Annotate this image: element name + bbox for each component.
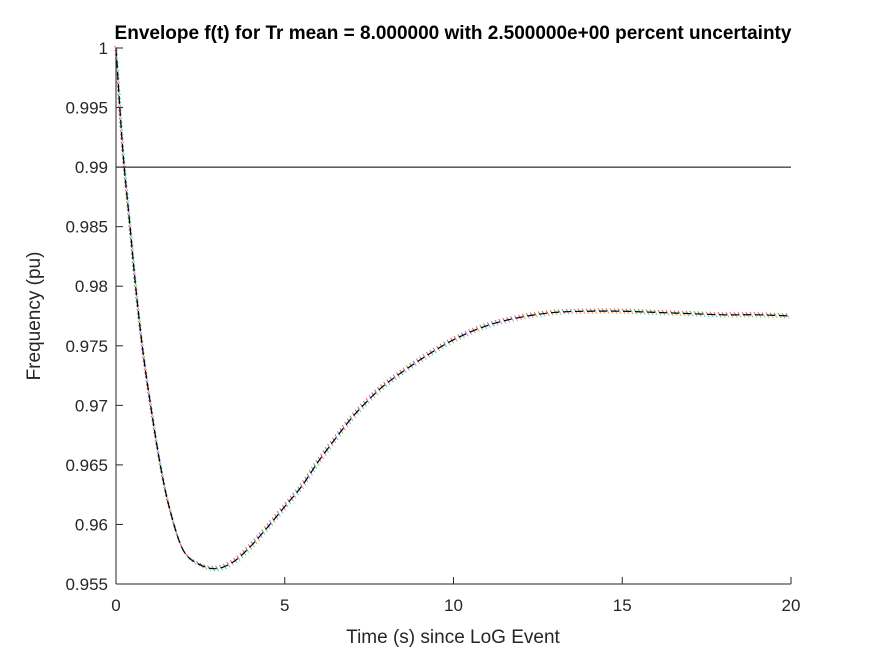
series-layer	[115, 47, 792, 570]
chart-title: Envelope f(t) for Tr mean = 8.000000 wit…	[115, 23, 792, 44]
envelope-line	[116, 49, 792, 571]
y-tick-label: 0.99	[75, 158, 108, 177]
y-tick-label: 1	[99, 39, 108, 58]
x-ticks: 0 5 10 15 20	[111, 577, 800, 615]
y-tick-label: 0.965	[65, 456, 108, 475]
y-tick-label: 0.975	[65, 337, 108, 356]
y-tick-label: 0.995	[65, 99, 108, 118]
y-tick-label: 0.96	[75, 515, 108, 534]
envelope-line	[114, 46, 791, 568]
envelope-line	[115, 48, 792, 570]
y-tick-label: 0.97	[75, 396, 108, 415]
y-tick-label: 0.98	[75, 277, 108, 296]
envelope-line	[114, 45, 790, 567]
x-tick-label: 10	[444, 596, 463, 615]
axes: 0 5 10 15 20 0.955 0.96 0.965 0.97 0.975 0.98 0.98…	[65, 39, 800, 615]
envelope-line	[115, 47, 791, 569]
envelope-line	[116, 50, 793, 572]
series-line	[115, 47, 792, 570]
x-tick-label: 20	[782, 596, 801, 615]
plot-area	[114, 45, 793, 584]
x-axis-label: Time (s) since LoG Event	[346, 627, 560, 648]
y-tick-label: 0.955	[65, 575, 108, 594]
envelope-band	[114, 45, 793, 572]
x-tick-label: 5	[280, 596, 289, 615]
axes-box	[116, 48, 791, 584]
x-tick-label: 0	[111, 596, 120, 615]
y-ticks: 0.955 0.96 0.965 0.97 0.975 0.98 0.985 0.99 0.99…	[65, 39, 123, 594]
y-axis-label: Frequency (pu)	[24, 252, 45, 381]
y-tick-label: 0.985	[65, 218, 108, 237]
x-tick-label: 15	[613, 596, 632, 615]
